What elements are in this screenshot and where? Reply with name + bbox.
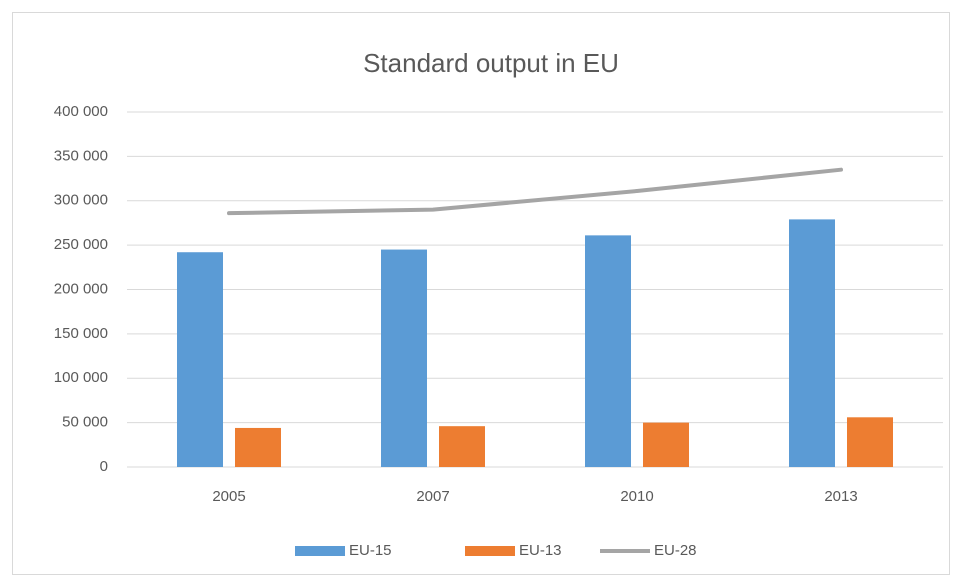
y-tick-label: 200 000 [54, 280, 108, 297]
bar [847, 417, 893, 467]
legend-swatch [465, 546, 515, 556]
y-tick-label: 250 000 [54, 236, 108, 253]
y-tick-label: 400 000 [54, 103, 108, 120]
x-tick-label: 2013 [824, 488, 857, 505]
bar [439, 426, 485, 467]
bar [381, 249, 427, 467]
bar [235, 427, 281, 467]
bar [643, 422, 689, 467]
y-tick-label: 0 [100, 458, 108, 475]
legend-label: EU-28 [654, 542, 697, 559]
x-tick-label: 2005 [212, 488, 245, 505]
legend-label: EU-15 [349, 542, 392, 559]
y-tick-label: 150 000 [54, 325, 108, 342]
x-tick-label: 2010 [620, 488, 653, 505]
x-tick-label: 2007 [416, 488, 449, 505]
bar [177, 252, 223, 467]
legend-label: EU-13 [519, 542, 562, 559]
legend-swatch [295, 546, 345, 556]
bar [789, 219, 835, 467]
bar [585, 235, 631, 467]
y-tick-label: 350 000 [54, 147, 108, 164]
y-tick-label: 50 000 [62, 414, 108, 431]
line-series [227, 167, 843, 216]
y-tick-label: 100 000 [54, 369, 108, 386]
y-tick-label: 300 000 [54, 192, 108, 209]
chart-title: Standard output in EU [363, 48, 619, 78]
